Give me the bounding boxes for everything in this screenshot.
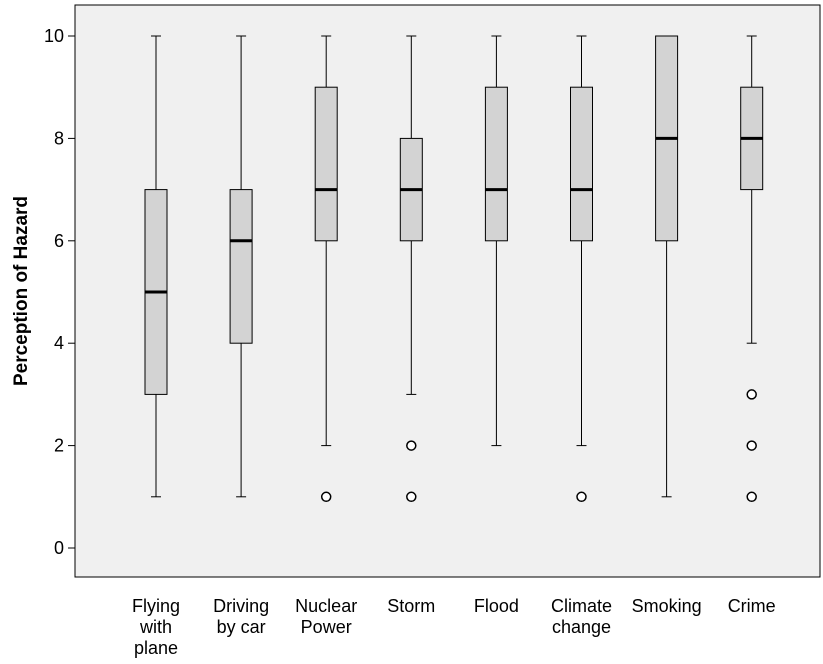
x-category-label: Crime [728, 596, 776, 616]
x-category-label: Storm [387, 596, 435, 616]
x-category-label: Flying with plane [132, 596, 180, 658]
outlier-point [576, 491, 587, 503]
iqr-box [314, 86, 338, 242]
y-tick-label: 2 [54, 436, 64, 456]
box-group [144, 35, 168, 498]
y-tick-label: 4 [54, 333, 64, 353]
x-category-label: Smoking [632, 596, 702, 616]
outlier-point [406, 491, 417, 503]
box-group [314, 35, 338, 503]
box-group [655, 35, 679, 498]
x-category-label: Flood [474, 596, 519, 616]
outlier-point [746, 491, 757, 503]
y-tick-label: 0 [54, 538, 64, 558]
y-axis: 0 2 4 6 8 10 [44, 26, 75, 558]
x-category-label: Nuclear Power [295, 596, 357, 637]
plot-area [74, 4, 821, 578]
iqr-box [570, 86, 593, 242]
outlier-point [746, 440, 757, 451]
boxes [144, 35, 764, 503]
outlier-point [406, 440, 417, 451]
x-axis-labels: Flying with plane Driving by car Nuclear Power… [132, 596, 776, 658]
outlier-point [746, 389, 757, 400]
box-group [399, 35, 423, 503]
box-group [570, 35, 593, 503]
y-tick-label: 10 [44, 26, 64, 46]
y-tick-label: 6 [54, 231, 64, 251]
outlier-point [320, 491, 332, 503]
iqr-box [484, 86, 508, 242]
y-axis-title: Perception of Hazard [11, 196, 32, 386]
box-group [740, 35, 764, 503]
x-category-label: Driving by car [213, 596, 269, 637]
box-group [484, 35, 508, 447]
x-category-label: Climate change [551, 596, 612, 637]
box-group [229, 35, 253, 498]
y-tick-label: 8 [54, 128, 64, 148]
iqr-box [229, 189, 253, 344]
